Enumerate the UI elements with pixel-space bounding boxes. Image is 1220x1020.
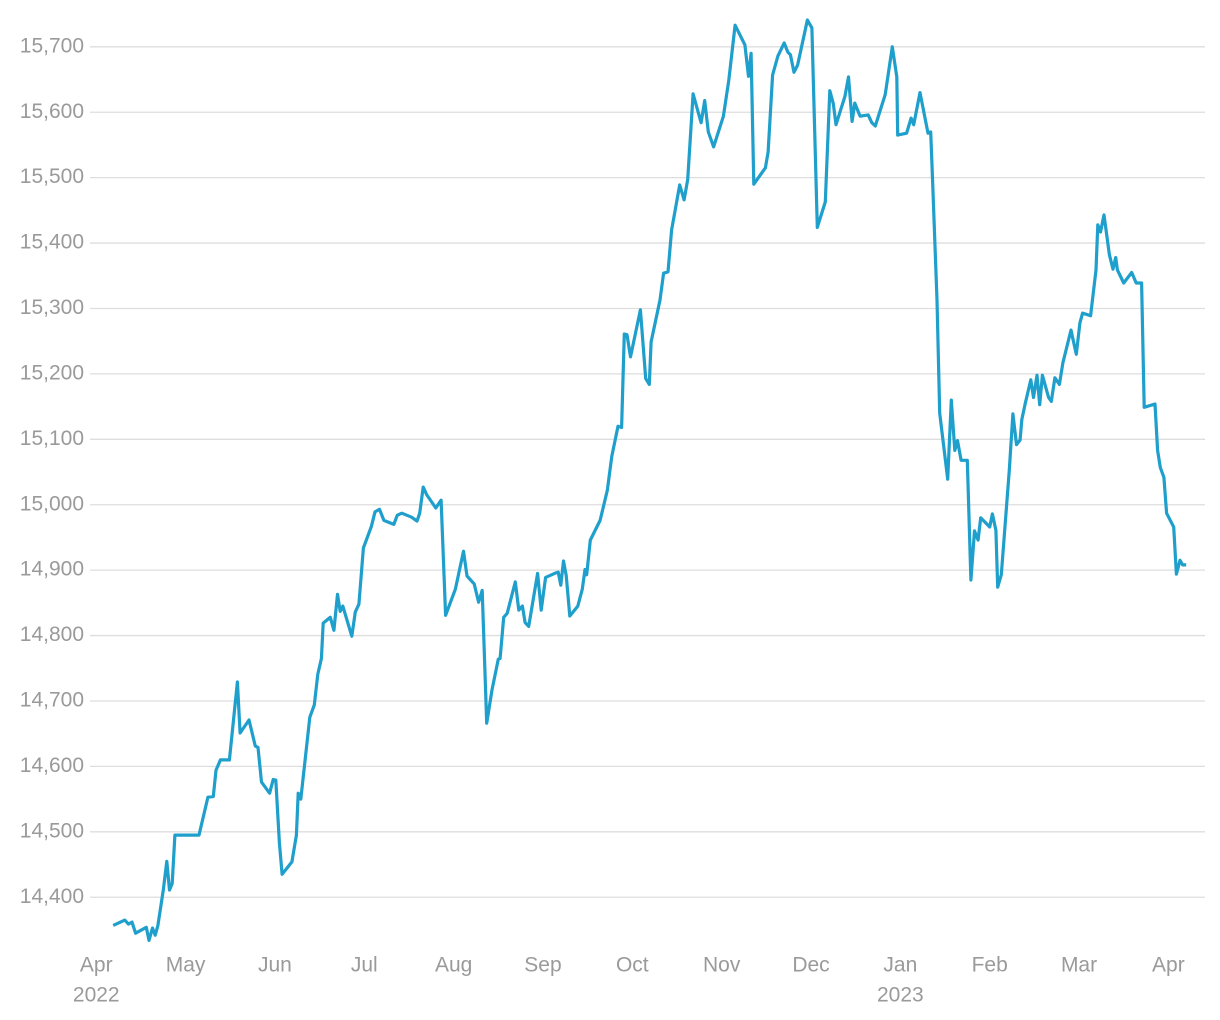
y-tick-label: 15,600 xyxy=(20,100,84,123)
data-line xyxy=(112,18,1187,942)
y-tick-label: 15,200 xyxy=(20,361,84,384)
y-tick-label: 15,700 xyxy=(20,34,84,57)
y-tick-label: 15,400 xyxy=(20,231,84,254)
y-tick-label: 14,600 xyxy=(20,754,84,777)
y-tick-label: 14,500 xyxy=(20,819,84,842)
y-tick-label: 14,400 xyxy=(20,885,84,908)
x-tick-label: Aug xyxy=(435,954,472,977)
x-tick-label: Sep xyxy=(524,954,561,977)
y-tick-label: 15,500 xyxy=(20,165,84,188)
y-tick-label: 15,300 xyxy=(20,296,84,319)
x-tick-label: Jul xyxy=(351,954,378,977)
x-tick-label: Nov xyxy=(703,954,741,977)
x-year-label: 2022 xyxy=(73,984,120,1007)
y-tick-label: 15,000 xyxy=(20,492,84,515)
x-tick-label: Oct xyxy=(616,954,649,977)
x-tick-label: Apr xyxy=(1152,954,1185,977)
x-tick-label: Mar xyxy=(1061,954,1097,977)
x-tick-label: Apr xyxy=(80,954,113,977)
x-tick-label: May xyxy=(166,954,206,977)
y-tick-label: 15,100 xyxy=(20,427,84,450)
x-tick-label: Jun xyxy=(258,954,292,977)
x-tick-label: Jan xyxy=(883,954,917,977)
y-tick-label: 14,900 xyxy=(20,558,84,581)
x-tick-label: Feb xyxy=(972,954,1008,977)
x-year-label: 2023 xyxy=(877,984,924,1007)
y-tick-label: 14,800 xyxy=(20,623,84,646)
y-tick-label: 14,700 xyxy=(20,689,84,712)
x-tick-label: Dec xyxy=(792,954,829,977)
